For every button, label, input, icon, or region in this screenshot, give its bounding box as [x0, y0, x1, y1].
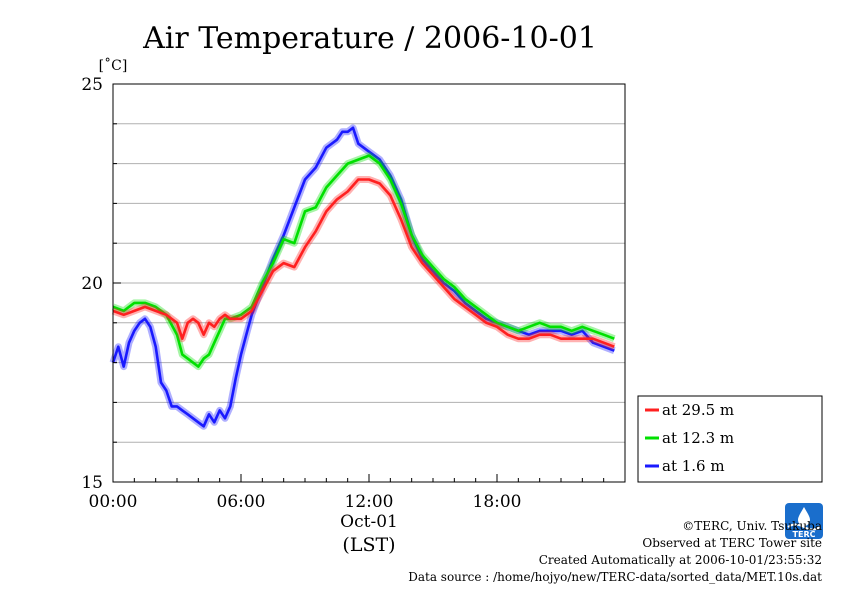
terc-logo-icon: TERC [785, 503, 823, 539]
legend-label: at 1.6 m [662, 457, 725, 475]
legend-label: at 12.3 m [662, 429, 734, 447]
created-text: Created Automatically at 2006-10-01/23:5… [538, 553, 822, 567]
legend-box [637, 395, 823, 483]
y-tick-label: 25 [81, 75, 103, 95]
x-axis-ticks: 00:00 06:00 12:00 18:00 [89, 474, 605, 512]
logo-text: TERC [793, 530, 816, 539]
series-line [112, 178, 615, 348]
series-halo [109, 124, 616, 430]
series-line [111, 126, 615, 428]
x-date-label: Oct-01 [340, 512, 398, 532]
footer-credits: ©TERC, Univ. Tsukuba Observed at TERC To… [408, 518, 822, 586]
data-source-text: Data source : /home/hojyo/new/TERC-data/… [408, 570, 822, 584]
y-axis-ticks: 15 20 25 [81, 75, 121, 493]
gridlines [113, 123, 625, 443]
y-tick-label: 20 [81, 274, 103, 294]
x-tick-label: 00:00 [89, 492, 138, 512]
y-axis-unit: [˚C] [99, 57, 128, 74]
x-tick-label: 06:00 [217, 492, 266, 512]
x-axis-label: (LST) [342, 534, 395, 556]
series-lines [109, 124, 616, 430]
observed-text: Observed at TERC Tower site [642, 536, 822, 550]
copyright-text: ©TERC, Univ. Tsukuba [682, 519, 822, 533]
legend-label: at 29.5 m [662, 401, 734, 419]
chart-title: Air Temperature / 2006-10-01 [142, 21, 597, 56]
legend: at 29.5 m at 12.3 m at 1.6 m [637, 395, 823, 483]
y-tick-label: 15 [81, 473, 103, 493]
x-tick-label: 18:00 [473, 492, 522, 512]
x-tick-label: 12:00 [345, 492, 394, 512]
series-line [112, 154, 615, 368]
